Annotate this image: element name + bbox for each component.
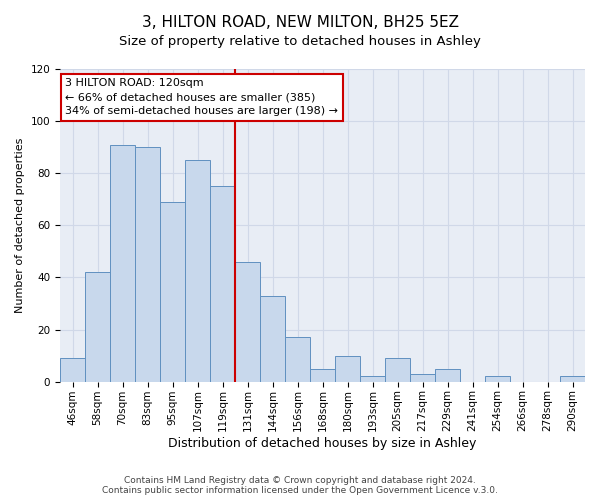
Bar [210,186,235,382]
Bar [335,356,360,382]
Bar [85,272,110,382]
Bar [235,262,260,382]
Bar [160,202,185,382]
Text: 3 HILTON ROAD: 120sqm
← 66% of detached houses are smaller (385)
34% of semi-det: 3 HILTON ROAD: 120sqm ← 66% of detached … [65,78,338,116]
Text: 3, HILTON ROAD, NEW MILTON, BH25 5EZ: 3, HILTON ROAD, NEW MILTON, BH25 5EZ [142,15,458,30]
Text: Size of property relative to detached houses in Ashley: Size of property relative to detached ho… [119,35,481,48]
Bar [385,358,410,382]
Bar [485,376,510,382]
Bar [185,160,210,382]
Text: Contains HM Land Registry data © Crown copyright and database right 2024.
Contai: Contains HM Land Registry data © Crown c… [102,476,498,495]
Bar [360,376,385,382]
Bar [260,296,285,382]
Bar [560,376,585,382]
Bar [110,144,135,382]
Bar [410,374,435,382]
Bar [285,338,310,382]
Bar [135,147,160,382]
Bar [310,368,335,382]
Bar [60,358,85,382]
X-axis label: Distribution of detached houses by size in Ashley: Distribution of detached houses by size … [169,437,477,450]
Bar [435,368,460,382]
Y-axis label: Number of detached properties: Number of detached properties [15,138,25,313]
